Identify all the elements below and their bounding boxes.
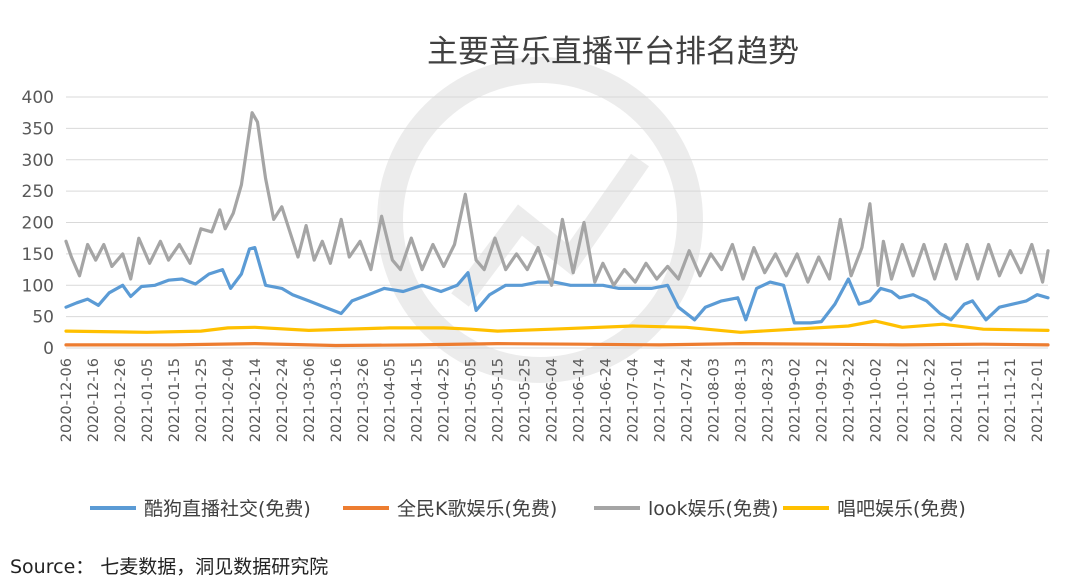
y-tick-label: 350 xyxy=(22,119,54,139)
y-tick-label: 400 xyxy=(22,88,54,108)
x-tick-label: 2021-07-14 xyxy=(653,358,669,442)
x-tick-label: 2021-05-05 xyxy=(464,358,480,442)
y-tick-label: 150 xyxy=(22,245,54,265)
x-tick-label: 2020-12-26 xyxy=(113,358,129,442)
x-tick-label: 2021-06-14 xyxy=(572,358,588,442)
x-tick-label: 2021-04-25 xyxy=(437,358,453,442)
x-tick-label: 2021-08-13 xyxy=(733,358,749,442)
x-tick-label: 2021-11-11 xyxy=(976,358,992,442)
x-tick-label: 2021-06-24 xyxy=(599,358,615,442)
x-tick-label: 2021-05-15 xyxy=(491,358,507,442)
series-line-3 xyxy=(64,111,1050,287)
legend-label: look娱乐(免费) xyxy=(648,498,778,520)
x-tick-label: 2021-02-04 xyxy=(221,358,237,442)
x-tick-label: 2021-09-22 xyxy=(841,358,857,442)
x-tick-label: 2021-09-12 xyxy=(814,358,830,442)
series-line-4 xyxy=(64,319,1050,334)
x-tick-label: 2021-03-26 xyxy=(356,358,372,442)
x-tick-label: 2021-08-03 xyxy=(706,358,722,442)
y-tick-label: 250 xyxy=(22,182,54,202)
legend-label: 唱吧娱乐(免费) xyxy=(837,498,966,520)
x-tick-label: 2020-12-06 xyxy=(59,358,75,442)
x-tick-label: 2021-01-05 xyxy=(140,358,156,442)
x-tick-label: 2021-09-02 xyxy=(787,358,803,442)
x-tick-label: 2021-11-21 xyxy=(1003,358,1019,442)
legend: 酷狗直播社交(免费) 全民K歌娱乐(免费) look娱乐(免费) 唱吧娱乐(免费) xyxy=(90,498,966,520)
x-tick-label: 2020-12-16 xyxy=(86,358,102,442)
x-tick-label: 2021-10-02 xyxy=(868,358,884,442)
y-tick-label: 100 xyxy=(22,276,54,296)
x-tick-label: 2021-03-06 xyxy=(302,358,318,442)
x-tick-label: 2021-04-15 xyxy=(410,358,426,442)
x-tick-label: 2021-02-14 xyxy=(248,358,264,442)
x-tick-label: 2021-01-25 xyxy=(194,358,210,442)
x-tick-label: 2021-10-22 xyxy=(922,358,938,442)
x-tick-label: 2021-01-15 xyxy=(167,358,183,442)
series-lines xyxy=(64,111,1050,348)
x-tick-label: 2021-05-25 xyxy=(518,358,534,442)
x-tick-label: 2021-03-16 xyxy=(329,358,345,442)
y-tick-label: 50 xyxy=(32,308,54,328)
x-tick-label: 2021-10-12 xyxy=(895,358,911,442)
x-tick-label: 2021-07-04 xyxy=(626,358,642,442)
series-line-1 xyxy=(64,246,1050,325)
legend-label: 全民K歌娱乐(免费) xyxy=(397,498,557,520)
y-tick-label: 300 xyxy=(22,151,54,171)
y-tick-label: 0 xyxy=(43,339,54,359)
x-tick-label: 2021-07-24 xyxy=(679,358,695,442)
gridlines xyxy=(66,96,1048,349)
chart-title: 主要音乐直播平台排名趋势 xyxy=(427,34,799,70)
x-tick-label: 2021-06-04 xyxy=(545,358,561,442)
y-axis: 0 50 100 150 200 250 300 350 400 xyxy=(22,88,54,359)
y-tick-label: 200 xyxy=(22,214,54,234)
legend-label: 酷狗直播社交(免费) xyxy=(144,498,311,520)
x-axis: 2020-12-06 2020-12-16 2020-12-26 2021-01-05… xyxy=(59,358,1046,442)
x-tick-label: 2021-12-01 xyxy=(1030,358,1046,442)
x-tick-label: 2021-04-05 xyxy=(383,358,399,442)
x-tick-label: 2021-11-01 xyxy=(949,358,965,442)
x-tick-label: 2021-02-24 xyxy=(275,358,291,442)
x-tick-label: 2021-08-23 xyxy=(760,358,776,442)
source-note: Source： 七麦数据，洞见数据研究院 xyxy=(10,556,329,578)
series-line-2 xyxy=(64,342,1050,348)
